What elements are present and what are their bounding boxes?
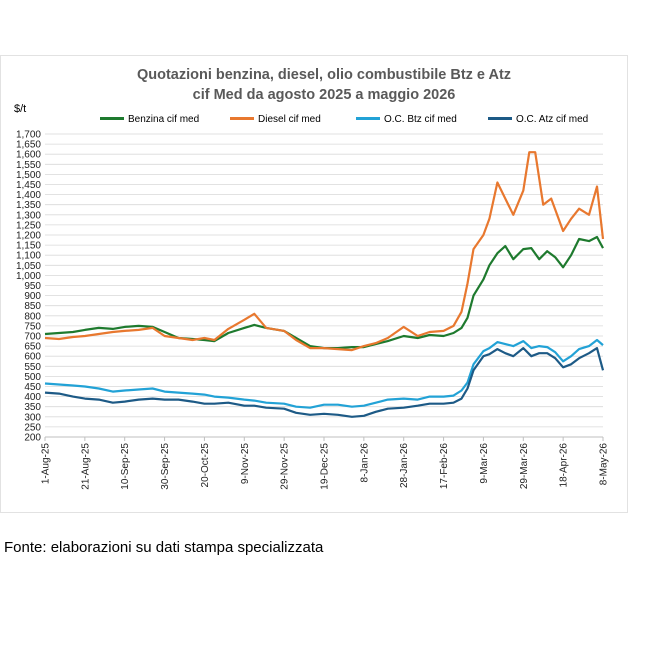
chart-title: Quotazioni benzina, diesel, olio combust… — [50, 65, 598, 105]
y-tick-label: 500 — [24, 372, 41, 383]
y-tick-label: 1,550 — [16, 160, 41, 171]
y-tick-label: 1,150 — [16, 241, 41, 252]
x-tick-label: 28-Jan-26 — [399, 443, 410, 488]
x-tick-label: 8-May-26 — [599, 443, 610, 486]
x-tick-label: 30-Sep-25 — [160, 443, 171, 490]
y-tick-label: 950 — [24, 281, 41, 292]
legend-swatch-diesel — [230, 116, 254, 120]
x-tick-label: 18-Apr-26 — [559, 443, 570, 488]
y-tick-label: 800 — [24, 311, 41, 322]
y-tick-label: 1,300 — [16, 210, 41, 221]
y-tick-label: 1,450 — [16, 180, 41, 191]
legend-item-benzina: Benzina cif med — [100, 114, 199, 125]
y-tick-label: 850 — [24, 301, 41, 312]
y-tick-label: 1,700 — [16, 130, 41, 141]
y-axis-ticks: 1,7001,6501,6001,5501,5001,4501,4001,350… — [16, 130, 41, 444]
y-tick-label: 700 — [24, 332, 41, 343]
x-tick-label: 29-Mar-26 — [519, 443, 530, 490]
chart-legend: Benzina cif med Diesel cif med O.C. Btz … — [100, 114, 620, 128]
y-tick-label: 200 — [24, 433, 41, 444]
y-tick-label: 1,250 — [16, 220, 41, 231]
y-tick-label: 1,350 — [16, 200, 41, 211]
grid-lines — [45, 133, 603, 438]
y-tick-label: 1,000 — [16, 271, 41, 282]
y-tick-label: 1,200 — [16, 231, 41, 242]
x-tick-label: 10-Sep-25 — [120, 443, 131, 490]
y-tick-label: 1,400 — [16, 190, 41, 201]
y-tick-label: 900 — [24, 291, 41, 302]
x-tick-label: 9-Mar-26 — [479, 443, 490, 484]
x-tick-label: 29-Nov-25 — [280, 443, 291, 490]
x-tick-label: 8-Jan-26 — [359, 443, 370, 483]
legend-item-btz: O.C. Btz cif med — [356, 114, 457, 125]
source-footnote: Fonte: elaborazioni su dati stampa speci… — [4, 539, 324, 556]
x-axis-ticks: 1-Aug-25 21-Aug-25 10-Sep-25 30-Sep-25 20-Oc… — [41, 437, 610, 490]
x-tick-label: 1-Aug-25 — [41, 443, 52, 485]
x-tick-label: 21-Aug-25 — [80, 443, 91, 490]
legend-item-diesel: Diesel cif med — [230, 114, 321, 125]
y-axis-unit-label: $/t — [14, 103, 27, 115]
legend-swatch-atz — [488, 116, 512, 120]
x-tick-label: 20-Oct-25 — [200, 443, 211, 488]
series-lines — [44, 151, 605, 418]
y-tick-label: 1,650 — [16, 140, 41, 151]
legend-item-atz: O.C. Atz cif med — [488, 114, 588, 125]
legend-swatch-btz — [356, 116, 380, 120]
legend-label-diesel: Diesel cif med — [258, 114, 321, 125]
y-tick-label: 400 — [24, 392, 41, 403]
series-line-diesel — [44, 151, 605, 352]
y-tick-label: 250 — [24, 422, 41, 433]
y-tick-label: 1,050 — [16, 261, 41, 272]
series-line-oc-atz — [44, 347, 605, 418]
y-tick-label: 750 — [24, 321, 41, 332]
y-tick-label: 450 — [24, 382, 41, 393]
legend-label-btz: O.C. Btz cif med — [384, 114, 457, 125]
y-tick-label: 300 — [24, 412, 41, 423]
y-tick-label: 550 — [24, 362, 41, 373]
y-tick-label: 600 — [24, 352, 41, 363]
y-tick-label: 1,100 — [16, 251, 41, 262]
legend-label-atz: O.C. Atz cif med — [516, 114, 589, 125]
x-tick-label: 19-Dec-25 — [320, 443, 331, 490]
x-tick-label: 17-Feb-26 — [439, 443, 450, 490]
legend-swatch-benzina — [100, 116, 124, 120]
y-tick-label: 350 — [24, 402, 41, 413]
chart-title-line-2: cif Med da agosto 2025 a maggio 2026 — [192, 87, 456, 103]
x-tick-label: 9-Nov-25 — [240, 443, 251, 485]
legend-label-benzina: Benzina cif med — [128, 114, 200, 125]
chart-title-line-1: Quotazioni benzina, diesel, olio combust… — [136, 67, 512, 83]
y-tick-label: 650 — [24, 342, 41, 353]
y-tick-label: 1,600 — [16, 150, 41, 161]
series-line-oc-btz — [44, 338, 604, 409]
y-tick-label: 1,500 — [16, 170, 41, 181]
